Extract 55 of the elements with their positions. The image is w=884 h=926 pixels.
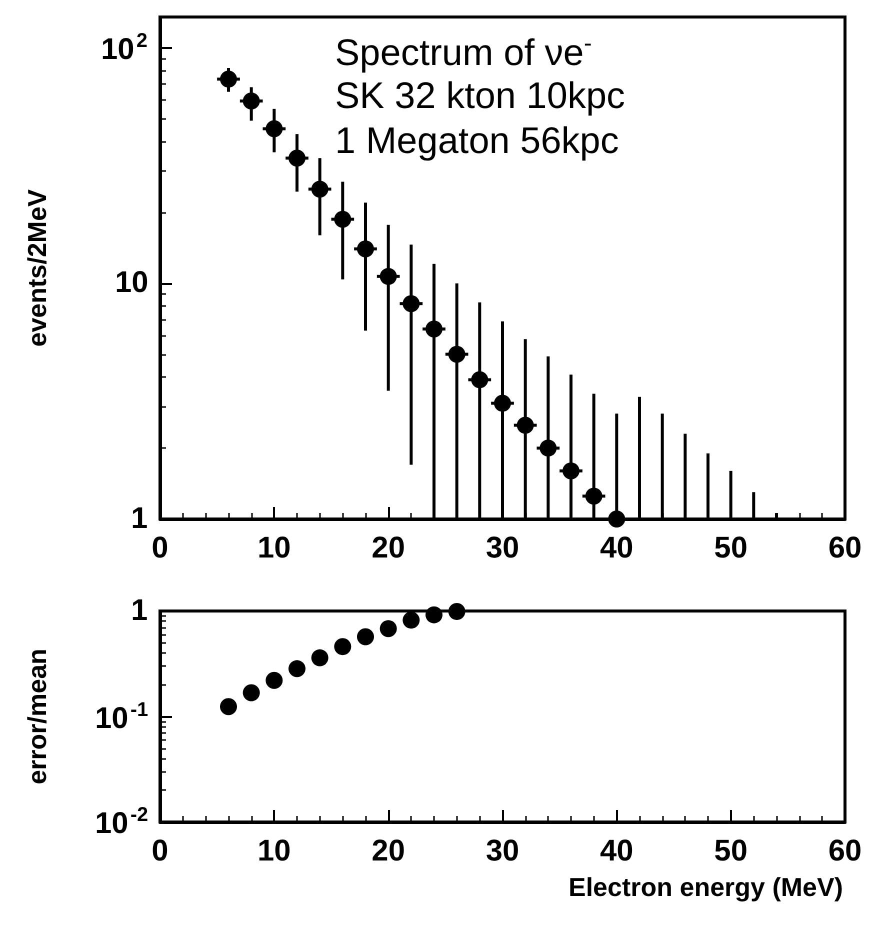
x-tick-label: 60 (828, 532, 862, 564)
annotation: 1 Megaton 56kpc (335, 120, 619, 161)
y-axis-title: events/2MeV (22, 188, 52, 347)
y-tick-label: 10 (115, 266, 148, 300)
x-tick-label: 30 (486, 834, 520, 868)
point (311, 649, 328, 666)
x-tick-label: 10 (257, 532, 291, 564)
x-tick-label: 0 (152, 532, 168, 564)
point (334, 210, 352, 228)
y-tick-label: 10$^{-1}$ (95, 698, 148, 734)
point (311, 180, 328, 198)
y-tick-label: 10$^{2}$ (101, 30, 148, 66)
x-tick-label: 20 (372, 834, 406, 868)
point (288, 660, 306, 678)
point (288, 150, 306, 167)
point (426, 606, 442, 624)
point (266, 672, 283, 689)
x-tick-label: 20 (372, 532, 406, 564)
annotation: Spectrum of νe$^{-}$ (335, 30, 592, 73)
point (242, 92, 260, 110)
point (380, 620, 397, 638)
annotation: SK 32 kton 10kpc (335, 75, 626, 116)
y-tick-label: 1 (131, 502, 148, 535)
point (242, 684, 260, 702)
y-tick-label: 10$^{-2}$ (95, 804, 148, 840)
point (540, 440, 557, 457)
point (494, 394, 511, 412)
point (357, 628, 374, 646)
point (516, 416, 534, 434)
point (426, 320, 442, 338)
x-tick-label: 50 (714, 834, 748, 868)
point (220, 70, 237, 88)
y-tick-label: 1 (131, 594, 148, 627)
x-tick-label: 40 (600, 834, 634, 868)
point (266, 120, 283, 138)
x-tick-label: 0 (152, 834, 168, 868)
point (471, 371, 488, 388)
point (357, 240, 374, 258)
point (448, 346, 466, 363)
x-axis-title: Electron energy (MeV) (568, 872, 843, 902)
point (448, 602, 466, 620)
point (334, 638, 352, 656)
x-tick-label: 40 (600, 532, 634, 564)
point (402, 612, 420, 629)
point (402, 295, 420, 312)
point (562, 462, 580, 480)
y-axis-title: error/mean (22, 648, 52, 784)
point (585, 488, 602, 505)
point (608, 510, 626, 528)
point (380, 268, 397, 285)
x-tick-label: 60 (828, 834, 862, 868)
x-tick-label: 10 (257, 834, 291, 868)
point (220, 698, 237, 716)
x-tick-label: 50 (714, 532, 748, 564)
x-tick-label: 30 (486, 532, 520, 564)
